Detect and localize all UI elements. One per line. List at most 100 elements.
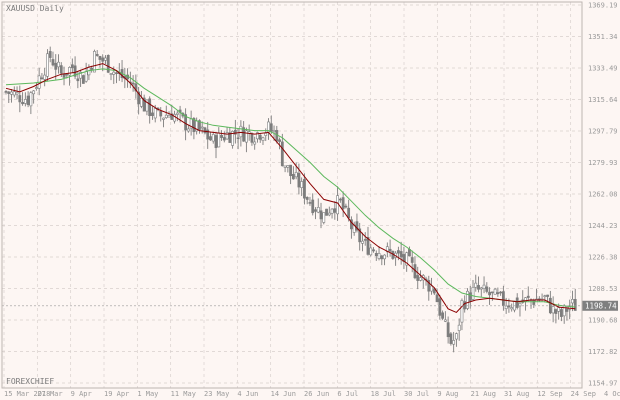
candle [115,71,118,84]
candle-body-down [358,228,362,243]
candle [338,197,342,203]
candle-body-up [79,71,83,79]
candle-body-up [455,333,458,340]
candle [377,246,381,261]
candle [468,285,472,309]
fast-ma-line [5,63,576,313]
candle [438,294,442,320]
candle-body-down [220,134,223,138]
candle [109,73,113,81]
candle [427,275,431,301]
candle [305,196,309,205]
candle [341,191,345,218]
candle-body-up [443,319,447,322]
candle [405,251,409,272]
candle-body-up [211,134,215,142]
candle-body-down [366,237,370,255]
candle-body-down [573,298,577,311]
candle [211,131,215,144]
candle-body-down [280,141,284,167]
candle-body-down [115,72,118,74]
candle-body-down [90,67,94,70]
x-tick-label: 15 Mar 2018 [4,390,50,398]
candle-body-down [308,202,312,204]
candle-body-up [239,125,243,138]
candle [186,125,190,133]
candle-body-up [286,165,290,168]
candle-body-down [54,62,58,70]
candle [148,96,152,124]
y-tick-label: 1369.19 [588,2,618,10]
candle [32,90,36,104]
x-tick-label: 4 Oct [604,390,620,398]
candle [388,239,392,257]
candle [524,297,527,311]
candle [303,173,306,205]
candle [104,55,107,65]
candle-body-up [474,282,478,288]
x-tick-label: 30 Jul [404,390,429,398]
candle-body-up [568,305,572,310]
candle-body-down [250,133,254,143]
candle-body-up [377,253,381,259]
candle [184,108,188,141]
x-tick-label: 6 Jul [337,390,358,398]
candle-body-up [283,165,287,168]
candle [79,69,83,87]
candle [162,117,165,128]
candle [258,133,262,143]
candle [242,121,246,142]
candle [515,293,519,310]
x-tick-label: 18 Jul [371,390,396,398]
candle [510,303,514,312]
candle [48,46,52,63]
candle-body-up [419,277,422,281]
candle [26,91,30,108]
candle [34,82,38,91]
x-tick-label: 9 Apr [71,390,92,398]
y-tick-label: 1279.93 [588,159,618,167]
candle [485,282,489,294]
candle [446,316,450,344]
candle-body-down [98,55,102,60]
candle-body-down [488,291,491,296]
candle [319,202,323,229]
candle [289,164,293,185]
candle [551,296,555,323]
candle-body-down [222,137,226,141]
candle-body-up [466,290,469,309]
candle-body-down [134,83,138,92]
candle [93,49,96,73]
candle-body-down [142,97,146,112]
candle [170,104,174,120]
candle-body-down [341,197,345,210]
candle-body-up [104,57,107,61]
x-tick-label: 19 Apr [104,390,129,398]
candle-body-up [457,324,461,331]
candle [137,87,141,115]
candle [291,166,295,180]
candle-body-down [192,118,196,133]
candle-body-up [264,132,268,136]
candle [151,106,154,120]
candle-body-down [305,196,309,200]
candle-body-down [468,292,472,302]
candle [203,126,207,135]
candle [159,107,163,122]
candle-body-up [316,207,320,213]
candle-body-down [65,73,69,76]
candle [399,241,403,265]
candle-body-down [40,77,44,80]
candle [565,306,569,321]
candle-body-down [507,305,511,308]
candle [245,127,248,153]
candle-body-down [363,239,367,241]
candle [432,287,436,295]
candle-body-up [482,284,486,289]
candle-body-up [217,132,221,148]
candle-body-up [322,212,326,223]
candle [269,115,273,134]
candle-body-down [203,127,207,134]
candle [526,286,530,302]
candle [479,286,483,298]
